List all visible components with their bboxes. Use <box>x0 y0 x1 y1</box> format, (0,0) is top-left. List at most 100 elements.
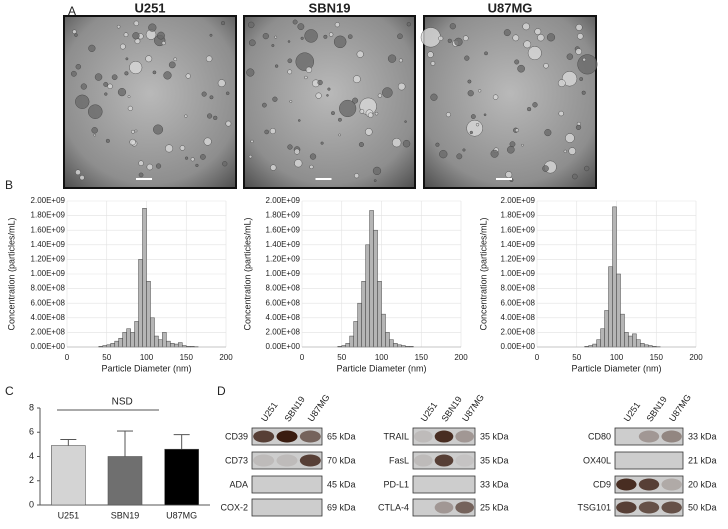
vesicle <box>524 41 531 48</box>
vesicle <box>547 33 555 41</box>
y-tick-label: 4.00E+08 <box>31 313 66 322</box>
vesicle <box>439 150 447 158</box>
vesicle <box>222 161 227 166</box>
blot-band <box>639 502 659 514</box>
vesicle <box>328 88 331 91</box>
vesicle <box>354 173 359 178</box>
y-tick-label: 8.00E+08 <box>501 284 536 293</box>
y-tick-label: 8.00E+08 <box>31 284 66 293</box>
histogram-bar <box>119 338 123 347</box>
histogram-bar <box>143 208 147 347</box>
vesicle <box>202 92 207 97</box>
vesicle <box>263 33 269 39</box>
vesicle <box>226 92 229 95</box>
scale-bar <box>496 178 512 180</box>
vesicle <box>321 142 324 145</box>
protein-label: ADA <box>229 479 248 489</box>
vesicle <box>120 44 125 49</box>
y-tick-label: 6.00E+08 <box>266 298 301 307</box>
blot-band <box>616 479 636 491</box>
annotation: NSD <box>112 397 133 408</box>
vesicle <box>569 148 576 155</box>
vesicle <box>335 22 340 27</box>
scale-bar <box>316 178 332 180</box>
vesicle <box>210 34 212 36</box>
vesicle <box>75 95 89 109</box>
histogram-bar <box>370 210 374 347</box>
histogram-bar <box>632 334 636 347</box>
blot-band <box>277 455 298 467</box>
vesicle <box>338 118 341 121</box>
x-axis-label: Particle Diameter (nm) <box>336 363 426 373</box>
lane-label: SBN19 <box>439 394 464 423</box>
micrograph <box>421 16 597 188</box>
y-tick-label: 1.60E+09 <box>31 225 66 234</box>
vesicle <box>544 63 549 68</box>
vesicle <box>147 164 153 170</box>
vesicle <box>471 114 475 118</box>
protein-label: CD80 <box>588 431 611 441</box>
vesicle <box>310 154 316 160</box>
histogram-bar <box>397 345 401 347</box>
vesicle <box>310 165 314 169</box>
vesicle <box>206 56 212 62</box>
histogram-bar <box>628 336 632 347</box>
blot-band <box>455 455 474 467</box>
vesicle <box>135 130 137 132</box>
y-tick-label: 1.20E+09 <box>501 255 536 264</box>
x-tick-label: 200 <box>219 353 233 362</box>
vesicle <box>518 65 525 72</box>
y-tick-label: 1.80E+09 <box>501 211 536 220</box>
vesicle <box>186 74 191 79</box>
protein-label: CD39 <box>225 431 248 441</box>
vesicle <box>463 149 466 152</box>
histogram-bar <box>178 343 182 347</box>
vesicle <box>288 70 292 74</box>
vesicle <box>316 93 322 99</box>
vesicle <box>324 35 328 39</box>
vesicle <box>71 71 76 76</box>
vesicle <box>117 25 120 28</box>
vesicle <box>118 88 126 96</box>
histogram-bar <box>127 329 131 347</box>
x-tick-label: 0 <box>535 353 540 362</box>
y-tick-label: 1.80E+09 <box>266 211 301 220</box>
histogram-bar <box>107 345 111 347</box>
protein-label: FasL <box>389 455 409 465</box>
vesicle <box>407 22 411 26</box>
blot-strip <box>252 476 322 493</box>
vesicle <box>427 52 433 58</box>
protein-label: CTLA-4 <box>378 502 409 512</box>
vesicle <box>180 145 185 150</box>
vesicle <box>399 59 402 62</box>
vesicle <box>545 129 552 136</box>
vesicle <box>207 114 212 119</box>
vesicle <box>106 139 110 143</box>
y-tick-label: 1.20E+09 <box>266 255 301 264</box>
histogram-bar <box>147 281 151 347</box>
histogram-bar <box>385 332 389 347</box>
vesicle <box>478 89 481 92</box>
vesicle <box>476 123 479 126</box>
vesicle <box>210 96 213 99</box>
blot-strip <box>615 452 683 469</box>
vesicle <box>579 77 582 80</box>
histogram-bar <box>362 281 366 347</box>
blot-band <box>661 479 681 491</box>
vesicle <box>431 94 438 101</box>
x-tick-label: 0 <box>300 353 305 362</box>
vesicle <box>293 20 297 24</box>
vesicle <box>448 39 452 43</box>
vesicle <box>357 51 364 58</box>
vesicle <box>95 74 102 81</box>
vesicle <box>135 39 140 44</box>
histogram-bar <box>111 343 115 347</box>
histogram-bar <box>139 259 143 347</box>
x-tick-label: 150 <box>180 353 194 362</box>
molecular-weight: 25 kDa <box>480 502 509 512</box>
x-tick-label: 0 <box>65 353 70 362</box>
molecular-weight: 45 kDa <box>327 479 356 489</box>
lane-label: U251 <box>419 400 440 423</box>
blot-band <box>616 502 636 514</box>
